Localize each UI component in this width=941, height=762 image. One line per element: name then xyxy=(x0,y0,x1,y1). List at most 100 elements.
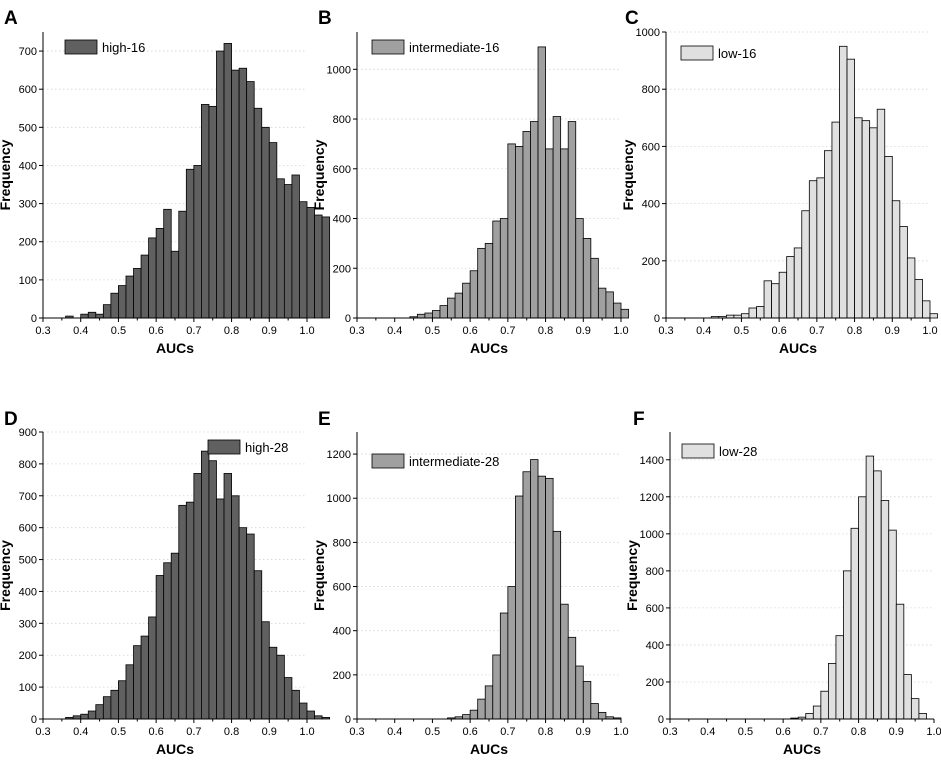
histogram-bar xyxy=(238,527,248,720)
histogram-bar xyxy=(283,677,293,720)
histogram-bar xyxy=(597,287,607,319)
histogram-bar xyxy=(223,473,232,720)
x-tick-label: 0.6 xyxy=(775,726,790,738)
x-tick-label: 0.3 xyxy=(35,325,50,337)
histogram-bar xyxy=(118,680,127,720)
panel-letter: E xyxy=(318,409,331,430)
histogram-bar xyxy=(216,50,225,319)
histogram-bar xyxy=(477,247,486,319)
panel-b: 0 200 400 600 800 1000 0.3 0.4 0.5 0.6 0.7 0.8 0.9 1.… xyxy=(311,8,629,356)
y-tick-label: 600 xyxy=(333,582,351,594)
y-tick-label: 1400 xyxy=(640,455,664,467)
histogram-bar xyxy=(545,148,554,319)
y-tick-label: 400 xyxy=(19,160,37,172)
histogram-bar xyxy=(507,143,516,319)
histogram-bar xyxy=(575,218,584,319)
y-tick-label: 0 xyxy=(654,313,660,325)
histogram-bar xyxy=(507,586,516,720)
y-tick-label: 0 xyxy=(31,714,37,726)
histogram-bar xyxy=(778,271,788,319)
histogram-bar xyxy=(582,238,592,319)
histogram-bar xyxy=(597,711,607,720)
histogram-bar xyxy=(424,312,433,319)
y-tick-label: 0 xyxy=(345,313,351,325)
histogram-bar xyxy=(185,501,195,720)
histogram-bar xyxy=(876,108,886,319)
histogram-bar xyxy=(858,496,867,720)
x-tick-label: 1.0 xyxy=(299,726,314,738)
histogram-bar xyxy=(110,689,119,720)
panel-e: 0 200 400 600 800 1000 1200 0.3 0.4 0.5 0.6 0.7 0.8 0… xyxy=(311,409,629,757)
histogram-bar xyxy=(873,470,882,720)
y-tick-label: 600 xyxy=(19,84,37,96)
histogram-bar xyxy=(469,709,479,720)
histogram-bar xyxy=(306,207,315,319)
panel-f: 0 200 400 600 800 1000 1200 1400 0.3 0.4 0.5 0.6 0.7… xyxy=(624,409,941,757)
x-tick-label: 0.8 xyxy=(538,726,553,738)
histogram-bar xyxy=(793,247,803,319)
x-tick-label: 0.8 xyxy=(851,726,866,738)
histogram-bar xyxy=(246,533,255,720)
histogram-bar xyxy=(208,460,217,720)
histogram-bar xyxy=(216,498,225,720)
y-tick-label: 200 xyxy=(646,677,664,689)
legend-swatch xyxy=(64,39,98,55)
y-tick-label: 1000 xyxy=(640,529,664,541)
y-tick-label: 300 xyxy=(19,199,37,211)
histogram-bar xyxy=(861,120,871,319)
y-tick-label: 1000 xyxy=(327,493,351,505)
x-tick-label: 0.5 xyxy=(734,325,749,337)
legend-swatch xyxy=(681,443,715,459)
histogram-bar xyxy=(741,313,750,319)
x-tick-label: 0.6 xyxy=(771,325,786,337)
histogram-bar xyxy=(891,200,901,319)
histogram-bar xyxy=(846,58,855,319)
histogram-bar xyxy=(922,300,931,319)
x-tick-label: 0.4 xyxy=(700,726,715,738)
x-axis-title: AUCs xyxy=(779,340,817,356)
histogram-bar xyxy=(95,704,104,720)
histogram-bar xyxy=(125,275,134,319)
histogram-bar xyxy=(299,702,308,720)
x-tick-label: 1.0 xyxy=(922,325,937,337)
histogram-bar xyxy=(462,282,471,319)
histogram-bar xyxy=(253,107,263,319)
histogram-bar xyxy=(87,710,97,720)
histogram-bar xyxy=(771,283,780,319)
histogram-bar xyxy=(193,473,202,720)
x-tick-label: 0.5 xyxy=(738,726,753,738)
y-tick-label: 1200 xyxy=(640,492,664,504)
histogram-bar xyxy=(805,713,814,720)
histogram-bar xyxy=(291,689,300,720)
histogram-bar xyxy=(80,713,89,720)
histogram-bar xyxy=(268,646,278,720)
legend-label: low-16 xyxy=(718,46,756,61)
y-tick-label: 500 xyxy=(19,555,37,567)
x-tick-label: 0.4 xyxy=(387,325,402,337)
y-tick-label: 400 xyxy=(333,214,351,226)
histogram-bar xyxy=(80,313,89,319)
x-tick-label: 0.9 xyxy=(262,325,277,337)
histogram-bar xyxy=(515,495,524,720)
histogram-bar xyxy=(910,698,920,720)
histogram-bar xyxy=(95,313,104,319)
y-tick-label: 500 xyxy=(19,122,37,134)
histogram-bar xyxy=(246,81,255,319)
panel-d: 0 100 200 300 400 500 600 700 800 900 0.3 0.4 0.5 0.6… xyxy=(0,409,331,757)
histogram-bar xyxy=(537,46,546,319)
histogram-bar xyxy=(133,268,142,319)
histogram-bar xyxy=(321,216,331,319)
histogram-bar xyxy=(148,616,157,720)
histogram-bar xyxy=(155,227,165,319)
y-tick-label: 800 xyxy=(333,537,351,549)
legend-swatch xyxy=(371,39,405,55)
x-tick-label: 0.3 xyxy=(658,325,673,337)
histogram-bar xyxy=(299,201,308,319)
histogram-bar xyxy=(828,663,837,720)
legend-swatch xyxy=(680,45,714,61)
x-tick-label: 0.5 xyxy=(425,325,440,337)
histogram-bar xyxy=(447,297,456,319)
histogram-bar xyxy=(812,705,822,720)
histogram-bar xyxy=(462,714,471,720)
histogram-bar xyxy=(484,242,494,319)
